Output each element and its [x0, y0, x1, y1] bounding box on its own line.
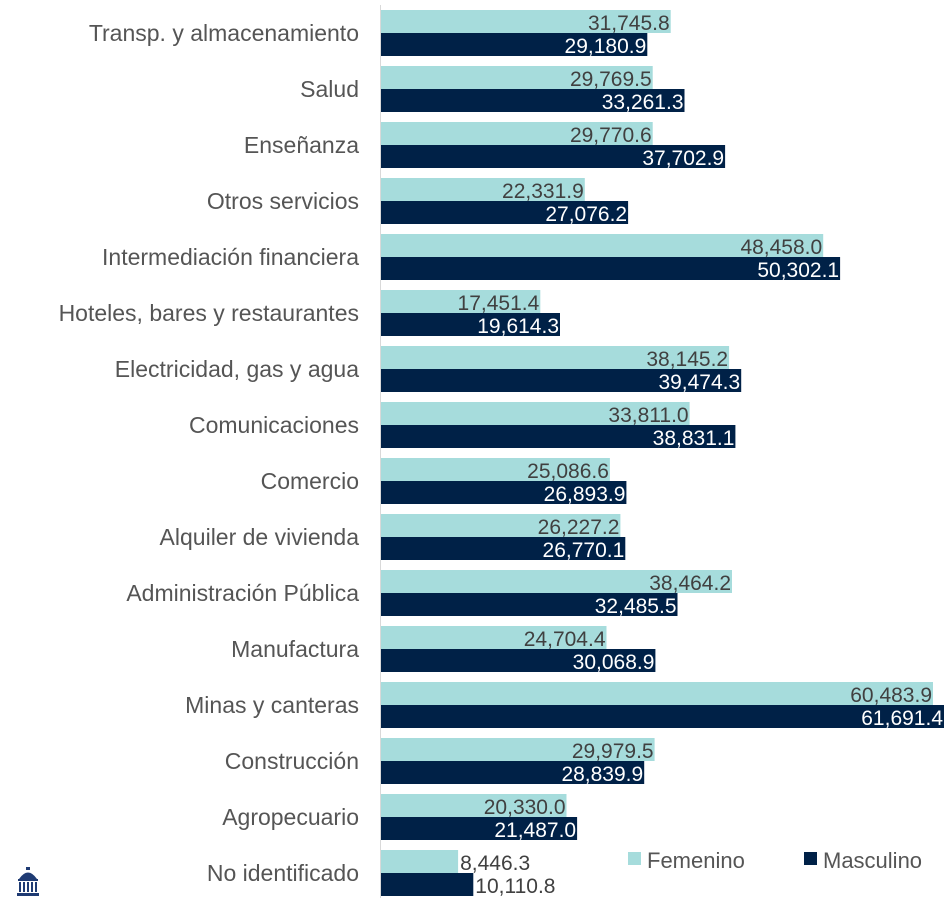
value-label-masculino: 61,691.4 — [861, 707, 943, 730]
bar-femenino — [381, 122, 653, 145]
bar-femenino — [381, 458, 610, 481]
category-label: Intermediación financiera — [102, 244, 359, 270]
value-label-masculino: 27,076.2 — [545, 203, 627, 226]
category-label: Comercio — [261, 468, 359, 494]
value-label-femenino: 29,979.5 — [572, 740, 654, 763]
value-label-femenino: 20,330.0 — [484, 796, 566, 819]
bar-masculino — [381, 257, 841, 280]
value-label-masculino: 10,110.8 — [475, 875, 555, 898]
value-label-masculino: 26,770.1 — [543, 539, 625, 562]
value-label-femenino: 38,145.2 — [646, 348, 728, 371]
category-label: Transp. y almacenamiento — [89, 20, 359, 46]
bar-femenino — [381, 402, 690, 425]
category-label: Minas y canteras — [185, 692, 359, 718]
bar-femenino — [381, 10, 671, 33]
bar-masculino — [381, 761, 645, 784]
bar-masculino — [381, 369, 742, 392]
category-label: Electricidad, gas y agua — [115, 356, 359, 382]
legend-label-masculino: Masculino — [823, 848, 922, 873]
value-label-masculino: 28,839.9 — [561, 763, 643, 786]
value-label-femenino: 38,464.2 — [649, 572, 731, 595]
value-label-masculino: 37,702.9 — [642, 147, 724, 170]
value-label-femenino: 24,704.4 — [524, 628, 606, 651]
value-label-masculino: 26,893.9 — [544, 483, 626, 506]
value-label-femenino: 33,811.0 — [608, 404, 688, 427]
value-label-femenino: 29,770.6 — [570, 124, 652, 147]
bar-femenino — [381, 290, 541, 313]
bar-femenino — [381, 514, 621, 537]
value-label-femenino: 31,745.8 — [588, 12, 670, 35]
legend: Femenino Masculino — [628, 848, 922, 873]
category-label: Hoteles, bares y restaurantes — [59, 300, 359, 326]
category-labels: Transp. y almacenamiento Salud Enseñanza Ot… — [59, 20, 360, 886]
bar-masculino — [381, 89, 685, 112]
value-label-masculino: 21,487.0 — [494, 819, 576, 842]
building-dome-icon — [17, 867, 39, 896]
bar-femenino — [381, 570, 732, 593]
bar-femenino — [381, 626, 607, 649]
bar-masculino — [381, 537, 626, 560]
bar-femenino — [381, 682, 933, 705]
legend-swatch-masculino — [804, 852, 817, 865]
value-label-femenino: 29,769.5 — [570, 68, 652, 91]
value-label-femenino: 8,446.3 — [460, 852, 530, 875]
category-label: Administración Pública — [126, 580, 359, 606]
bar-masculino — [381, 817, 578, 840]
category-label: Comunicaciones — [189, 412, 359, 438]
value-label-masculino: 39,474.3 — [658, 371, 740, 394]
value-label-masculino: 38,831.1 — [653, 427, 735, 450]
bar-masculino — [381, 201, 629, 224]
bar-femenino — [381, 346, 730, 369]
category-label: Alquiler de vivienda — [160, 524, 360, 550]
bar-femenino — [381, 234, 824, 257]
value-label-femenino: 22,331.9 — [502, 180, 584, 203]
category-label: Construcción — [225, 748, 359, 774]
bar-masculino — [381, 33, 648, 56]
value-label-femenino: 48,458.0 — [740, 236, 822, 259]
bar-masculino — [381, 873, 474, 896]
value-label-femenino: 17,451.4 — [458, 292, 540, 315]
value-label-masculino: 29,180.9 — [565, 35, 647, 58]
value-label-femenino: 25,086.6 — [527, 460, 609, 483]
value-label-masculino: 50,302.1 — [757, 259, 839, 282]
value-label-masculino: 33,261.3 — [602, 91, 684, 114]
bar-masculino — [381, 145, 726, 168]
category-label: No identificado — [207, 860, 359, 886]
category-label: Enseñanza — [244, 132, 359, 158]
legend-swatch-femenino — [628, 852, 641, 865]
bar-masculino — [381, 425, 736, 448]
legend-label-femenino: Femenino — [647, 848, 745, 873]
value-label-masculino: 19,614.3 — [477, 315, 559, 338]
bar-femenino — [381, 178, 585, 201]
bar-masculino — [381, 649, 656, 672]
value-labels: 31,745.829,180.9 29,769.533,261.3 29,770.6… — [458, 12, 944, 898]
bar-masculino — [381, 313, 560, 336]
value-label-masculino: 30,068.9 — [573, 651, 655, 674]
value-label-femenino: 26,227.2 — [538, 516, 620, 539]
bar-femenino — [381, 850, 459, 873]
bar-masculino — [381, 481, 627, 504]
value-label-masculino: 32,485.5 — [595, 595, 677, 618]
bar-femenino — [381, 794, 567, 817]
category-label: Salud — [300, 76, 359, 102]
bar-femenino — [381, 738, 655, 761]
value-label-femenino: 60,483.9 — [850, 684, 932, 707]
bar-masculino — [381, 705, 944, 728]
category-label: Otros servicios — [207, 188, 359, 214]
category-label: Manufactura — [231, 636, 359, 662]
bar-masculino — [381, 593, 678, 616]
bar-femenino — [381, 66, 653, 89]
bars-group — [381, 10, 944, 896]
category-label: Agropecuario — [222, 804, 359, 830]
